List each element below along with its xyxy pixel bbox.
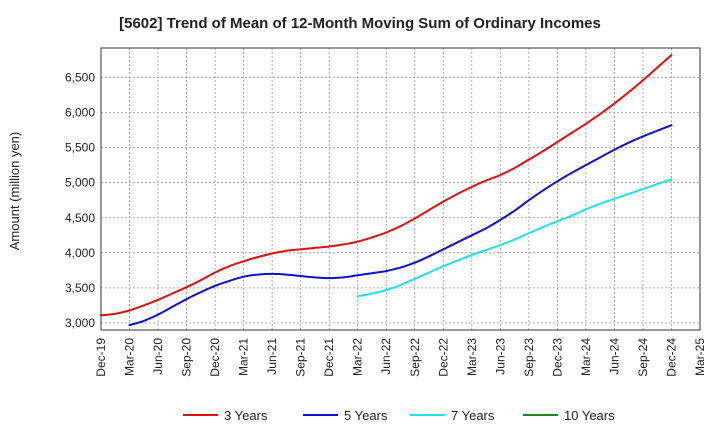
x-tick-label: Jun-23 [493,338,507,375]
y-tick-label: 4,500 [65,211,95,225]
series-layer [100,54,673,327]
x-tick-label: Mar-24 [579,338,593,376]
y-tick-label: 3,000 [65,316,95,330]
x-tick-label: Sep-23 [522,338,536,377]
x-tick-label: Dec-20 [208,338,222,377]
y-tick-label: 4,000 [65,246,95,260]
x-tick-label: Dec-22 [436,338,450,377]
x-tick-label: Jun-20 [151,338,165,375]
chart-title: [5602] Trend of Mean of 12-Month Moving … [119,15,601,32]
y-tick-label: 3,500 [65,281,95,295]
x-tick-label: Jun-21 [265,338,279,375]
x-tick-label: Jun-24 [607,338,621,375]
x-tick-label: Dec-21 [322,338,336,377]
series-line-7-years [356,178,673,298]
x-tick-label: Mar-20 [123,338,137,376]
y-tick-label: 5,000 [65,176,95,190]
x-tick-label: Sep-22 [408,338,422,377]
x-tick-label: Sep-21 [294,338,308,377]
plot-frame [100,47,701,331]
x-tick-label: Mar-22 [351,338,365,376]
y-axis-label: Amount (million yen) [7,132,22,251]
legend-label-7-years: 7 Years [451,408,495,423]
legend: 3 Years 5 Years 7 Years 10 Years [183,408,615,423]
x-tick-label: Mar-25 [693,338,707,376]
legend-label-5-years: 5 Years [344,408,388,423]
x-tick-label: Mar-23 [465,338,479,376]
x-tick-label: Dec-23 [550,338,564,377]
x-tick-label: Dec-24 [664,338,678,377]
y-tick-label: 5,500 [65,141,95,155]
legend-label-3-years: 3 Years [224,408,268,423]
legend-label-10-years: 10 Years [564,408,615,423]
y-tick-labels: 3,000 3,500 4,000 4,500 5,000 5,500 6,000 6,500 [65,70,95,330]
y-tick-label: 6,000 [65,106,95,120]
y-tick-label: 6,500 [65,70,95,84]
x-tick-label: Sep-20 [180,338,194,377]
series-line-5-years [128,124,673,327]
grid [101,48,700,330]
x-tick-labels: Dec-19 Mar-20 Jun-20 Sep-20 Dec-20 Mar-21 Jun-… [94,338,707,377]
x-tick-label: Jun-22 [379,338,393,375]
series-line-3-years [100,54,673,317]
x-tick-label: Dec-19 [94,338,108,377]
x-tick-label: Mar-21 [237,338,251,376]
x-tick-label: Sep-24 [636,338,650,377]
